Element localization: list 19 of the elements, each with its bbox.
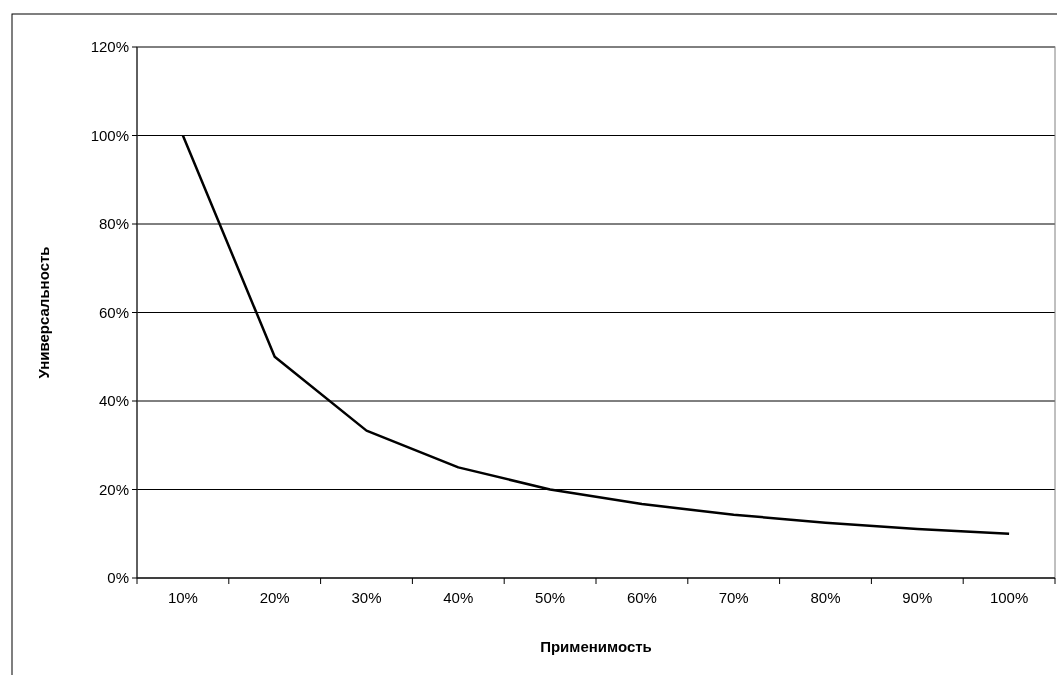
x-tick-label: 100% xyxy=(989,589,1029,606)
y-tick-label: 80% xyxy=(98,215,129,233)
y-tick-label: 100% xyxy=(90,126,129,144)
x-tick-label: 30% xyxy=(351,589,382,606)
x-tick-label: 80% xyxy=(810,589,841,606)
x-tick-label: 60% xyxy=(626,589,657,606)
y-tick-label: 60% xyxy=(98,303,129,321)
y-axis-title: Универсальность xyxy=(35,246,52,379)
x-tick-label: 70% xyxy=(718,589,749,606)
y-tick-label: 120% xyxy=(90,38,129,56)
y-tick-label: 0% xyxy=(107,569,129,587)
x-axis-title: Применимость xyxy=(540,638,652,655)
y-tick-label: 40% xyxy=(98,392,129,410)
x-tick-label: 40% xyxy=(443,589,474,606)
x-tick-label: 20% xyxy=(259,589,290,606)
y-tick-label: 20% xyxy=(98,480,129,498)
x-tick-label: 90% xyxy=(902,589,933,606)
x-tick-label: 50% xyxy=(535,589,566,606)
x-tick-label: 10% xyxy=(167,589,198,606)
